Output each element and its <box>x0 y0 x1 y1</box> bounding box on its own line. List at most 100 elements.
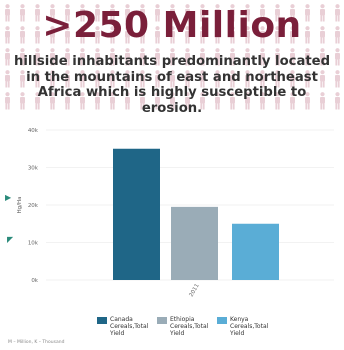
person-icon <box>110 48 115 66</box>
person-icon <box>155 70 160 88</box>
person-icon <box>185 48 190 66</box>
person-icon <box>110 26 115 44</box>
person-icon <box>80 70 85 88</box>
person-icon <box>5 48 10 66</box>
person-icon <box>65 92 70 110</box>
person-icon <box>125 92 130 110</box>
person-icon <box>170 70 175 88</box>
person-icon <box>260 70 265 88</box>
person-icon <box>230 70 235 88</box>
person-icon <box>155 26 160 44</box>
person-icon <box>305 4 310 22</box>
person-icon <box>170 92 175 110</box>
person-icon <box>170 48 175 66</box>
person-icon <box>290 26 295 44</box>
person-icon <box>245 26 250 44</box>
headline: >250 Million <box>42 5 302 46</box>
person-icon <box>185 92 190 110</box>
person-icon <box>80 4 85 22</box>
side-tick-icon: ◤ <box>7 235 14 244</box>
person-icon <box>200 26 205 44</box>
side-arrow-icon: ▶ <box>5 193 12 202</box>
bar[interactable] <box>171 206 218 280</box>
person-icon <box>230 92 235 110</box>
person-icon <box>305 48 310 66</box>
legend-swatch-canada <box>97 317 107 324</box>
bar[interactable] <box>113 148 160 280</box>
person-icon <box>125 26 130 44</box>
bar[interactable] <box>232 223 279 280</box>
person-icon <box>260 4 265 22</box>
person-icon <box>215 92 220 110</box>
person-icon <box>65 4 70 22</box>
person-icon <box>95 92 100 110</box>
person-icon <box>320 26 325 44</box>
person-icon <box>140 92 145 110</box>
person-icon <box>5 26 10 44</box>
person-icon <box>110 70 115 88</box>
legend-label-kenya: Kenya Cereals,Total Yield <box>230 316 269 337</box>
person-icon <box>275 48 280 66</box>
x-tick-label: 2011 <box>189 283 201 298</box>
person-icon <box>170 26 175 44</box>
footnote: M – Million, K – Thousand <box>8 340 65 345</box>
person-icon <box>245 92 250 110</box>
person-icon <box>50 92 55 110</box>
person-icon <box>305 26 310 44</box>
person-icon <box>95 70 100 88</box>
person-icon <box>125 70 130 88</box>
person-icon <box>335 4 340 22</box>
person-icon <box>260 48 265 66</box>
person-icon <box>305 92 310 110</box>
person-icon <box>80 92 85 110</box>
person-icon <box>80 48 85 66</box>
person-icon <box>20 92 25 110</box>
person-icon <box>290 4 295 22</box>
person-icon <box>95 48 100 66</box>
person-icon <box>110 92 115 110</box>
person-icon <box>35 48 40 66</box>
person-icon <box>215 48 220 66</box>
y-tick-label: 0k <box>31 278 38 284</box>
person-icon <box>215 4 220 22</box>
person-icon <box>245 70 250 88</box>
person-icon <box>275 26 280 44</box>
person-icon <box>35 70 40 88</box>
person-icon <box>200 70 205 88</box>
person-icon <box>215 26 220 44</box>
legend-label-canada: Canada Cereals,Total Yield <box>110 316 149 337</box>
person-icon <box>20 70 25 88</box>
person-icon <box>335 48 340 66</box>
person-icon <box>185 4 190 22</box>
person-icon <box>20 48 25 66</box>
person-icon <box>35 4 40 22</box>
person-icon <box>275 70 280 88</box>
person-icon <box>230 48 235 66</box>
person-icon <box>185 70 190 88</box>
person-icon <box>200 48 205 66</box>
person-icon <box>140 70 145 88</box>
legend-label-ethiopia: Ethiopia Cereals,Total Yield <box>170 316 209 337</box>
legend-swatch-ethiopia <box>157 317 167 324</box>
subtitle: hillside inhabitants predominantly locat… <box>13 54 331 116</box>
person-icon <box>320 70 325 88</box>
person-icon <box>320 92 325 110</box>
person-icon <box>320 48 325 66</box>
person-icon <box>290 70 295 88</box>
person-icon <box>5 92 10 110</box>
person-icon <box>65 26 70 44</box>
person-icon <box>35 92 40 110</box>
person-icon <box>200 4 205 22</box>
person-icon <box>290 92 295 110</box>
person-icon <box>230 4 235 22</box>
person-icon <box>95 26 100 44</box>
person-icon <box>140 4 145 22</box>
person-icon <box>155 48 160 66</box>
person-icon <box>170 4 175 22</box>
person-icon <box>5 4 10 22</box>
person-icon <box>65 48 70 66</box>
person-icon <box>215 70 220 88</box>
person-icon <box>320 4 325 22</box>
person-icon <box>230 26 235 44</box>
person-icon <box>80 26 85 44</box>
